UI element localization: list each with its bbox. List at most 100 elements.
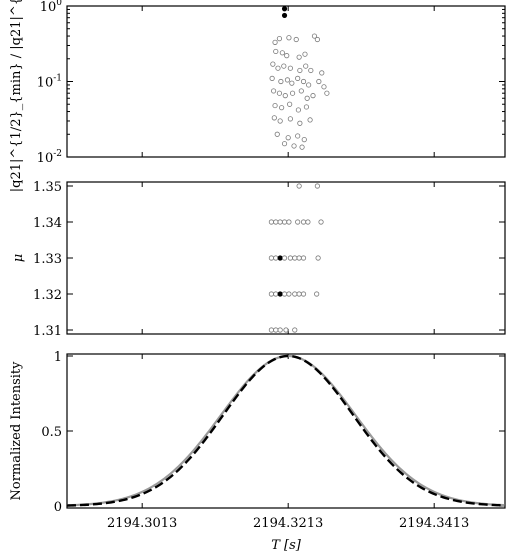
data-point (273, 255, 279, 261)
data-point (291, 143, 297, 149)
data-point (281, 255, 288, 261)
data-point (292, 291, 298, 297)
data-point (268, 255, 274, 261)
data-point (305, 219, 311, 225)
y-tick-label: 100 (40, 0, 63, 15)
x-tick-label: 2194.3213 (253, 516, 323, 531)
y-tick-label: 0.5 (41, 425, 62, 440)
data-point (297, 120, 303, 126)
data-point (293, 36, 299, 43)
data-point (276, 36, 283, 42)
dashed-intensity-curve (66, 354, 506, 507)
data-point (299, 144, 305, 150)
data-point (281, 6, 288, 12)
data-point (314, 183, 320, 189)
y-tick-label: 0 (54, 500, 62, 515)
x-axis-label: T [s] (271, 538, 302, 553)
data-point (270, 88, 277, 94)
top-panel-ylabel: |q21|^{1/2}_{min} / |q21|^{1/2} (9, 0, 24, 192)
data-point (277, 255, 283, 261)
data-point (284, 53, 290, 59)
data-point (319, 70, 325, 76)
y-tick-label: 10-2 (37, 149, 62, 166)
middle-panel-frame (66, 181, 506, 335)
data-point (268, 219, 274, 225)
bottom-panel-frame (66, 353, 506, 509)
data-point (273, 291, 279, 297)
data-point (314, 291, 320, 297)
data-point (281, 12, 288, 19)
data-point (286, 35, 292, 41)
data-point (301, 137, 307, 143)
data-point (287, 65, 293, 71)
y-tick-label: 1.35 (33, 180, 62, 195)
data-point (279, 50, 285, 56)
data-point (277, 327, 283, 333)
middle-panel-ylabel: μ (11, 254, 26, 262)
data-point (276, 90, 283, 96)
data-point (287, 116, 293, 122)
y-tick-label: 1 (54, 350, 62, 365)
data-point (285, 135, 291, 141)
data-point (282, 93, 288, 99)
data-point (273, 327, 279, 333)
data-point (269, 75, 275, 81)
data-point (300, 78, 307, 85)
data-point (274, 131, 280, 137)
data-point (324, 90, 330, 96)
bottom-panel-ylabel: Normalized Intensity (9, 361, 24, 501)
data-point (277, 118, 283, 124)
data-point (314, 36, 320, 43)
data-point (283, 327, 289, 333)
data-point (298, 88, 304, 94)
data-point (308, 67, 314, 74)
data-point (272, 39, 278, 45)
data-point (303, 104, 310, 110)
data-point (289, 80, 295, 86)
data-point (268, 291, 274, 297)
data-point (295, 133, 301, 139)
data-point (307, 117, 313, 123)
data-point (300, 255, 307, 261)
data-point (304, 95, 310, 101)
data-point (289, 90, 296, 96)
data-point (270, 61, 276, 67)
x-tick-label: 2194.3013 (107, 516, 177, 531)
data-point (268, 327, 274, 333)
data-point (273, 48, 279, 55)
data-point (281, 141, 288, 147)
y-tick-label: 1.34 (33, 216, 62, 231)
data-point (321, 84, 327, 90)
data-point (278, 78, 284, 85)
data-point (271, 115, 277, 121)
data-point (306, 82, 312, 88)
y-tick-label: 1.32 (33, 288, 62, 303)
data-point (297, 67, 303, 74)
data-point (316, 78, 322, 85)
data-point (286, 219, 292, 225)
middle-panel: 1.31 1.32 1.33 1.34 1.35 (33, 180, 505, 339)
x-tick-label: 2194.3413 (399, 516, 469, 531)
data-point (275, 65, 281, 71)
data-point (310, 93, 316, 99)
data-point (295, 75, 301, 81)
data-point (277, 291, 283, 297)
data-point (281, 219, 288, 225)
data-point (296, 54, 302, 60)
y-tick-label: 1.31 (33, 324, 62, 339)
top-panel: 10-2 10-1 100 (37, 0, 505, 166)
data-point (292, 327, 298, 333)
data-point (273, 219, 279, 225)
data-point (300, 219, 307, 225)
data-point (315, 255, 321, 261)
data-point (281, 63, 287, 69)
data-point (295, 219, 301, 225)
data-point (303, 63, 309, 69)
data-point (284, 77, 291, 83)
data-point (286, 291, 292, 297)
data-point (292, 255, 298, 261)
data-point (287, 101, 293, 107)
data-point (287, 255, 293, 261)
data-point (302, 51, 308, 57)
